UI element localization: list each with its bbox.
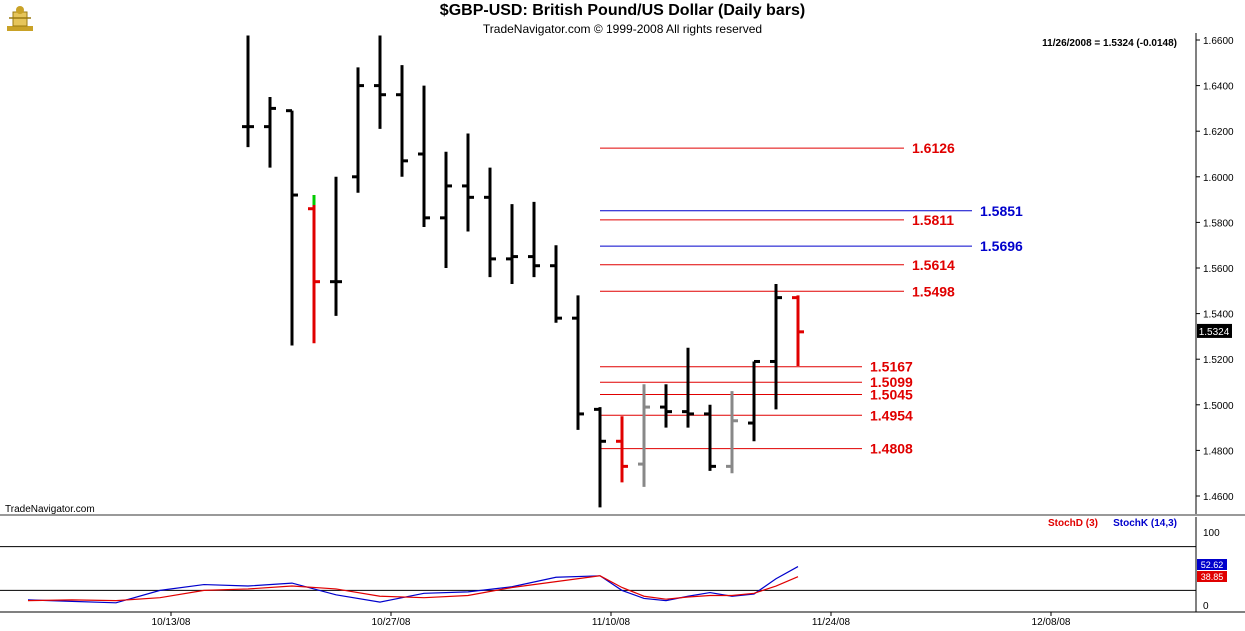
ohlc-bar xyxy=(462,133,474,232)
ohlc-bar xyxy=(286,109,298,346)
ohlc-bar xyxy=(528,201,540,278)
ohlc-bar xyxy=(594,407,606,508)
x-tick-label: 11/10/08 xyxy=(592,617,631,628)
ohlc-bar xyxy=(704,404,716,471)
stoch-tick-label: 0 xyxy=(1203,601,1209,612)
stoch-tick-label: 100 xyxy=(1203,528,1220,539)
ohlc-bar xyxy=(440,151,452,268)
level-label-1.5045: 1.5045 xyxy=(870,387,913,403)
price-tick-label: 1.5800 xyxy=(1203,218,1234,229)
ohlc-bar xyxy=(726,391,738,474)
level-label-1.5167: 1.5167 xyxy=(870,359,913,375)
level-label-1.5614: 1.5614 xyxy=(912,257,955,273)
ohlc-bar xyxy=(330,176,342,316)
price-tick-label: 1.4800 xyxy=(1203,446,1234,457)
price-tick-label: 1.4600 xyxy=(1203,492,1234,503)
chart-subtitle: TradeNavigator.com © 1999-2008 All right… xyxy=(482,22,763,36)
ohlc-bar xyxy=(484,167,496,278)
level-label-1.5696: 1.5696 xyxy=(980,238,1023,254)
series-line-stoch-k xyxy=(27,566,799,604)
price-tick-label: 1.6200 xyxy=(1203,127,1234,138)
price-tick-label: 1.5200 xyxy=(1203,355,1234,366)
ohlc-bar xyxy=(242,35,254,148)
legend-stoch-d: StochD (3) xyxy=(1048,518,1098,529)
price-tick-label: 1.6400 xyxy=(1203,82,1234,93)
time-x-axis: 10/13/08 10/27/08 11/10/08 11/24/08 12/08/08 xyxy=(152,612,1071,628)
ohlc-bar xyxy=(616,416,628,483)
watermark: TradeNavigator.com xyxy=(5,504,95,515)
trade-navigator-logo xyxy=(7,6,33,31)
price-tick-label: 1.5000 xyxy=(1203,401,1234,412)
ohlc-bar xyxy=(374,35,386,129)
level-lines: 1.6126 1.5851 1.5811 1.5696 1.5614 1.5498 1.51… xyxy=(600,140,1023,457)
ohlc-bar xyxy=(550,245,562,323)
level-label-1.5811: 1.5811 xyxy=(912,212,954,228)
ohlc-bar xyxy=(308,195,320,344)
level-label-1.5099: 1.5099 xyxy=(870,374,913,390)
ohlc-bar xyxy=(792,295,804,367)
series-line-stoch-d xyxy=(27,575,799,602)
price-tick-label: 1.6600 xyxy=(1203,36,1234,47)
ohlc-bar xyxy=(506,204,518,284)
price-bars xyxy=(242,35,804,508)
stoch-y-axis: 100 0 xyxy=(1203,528,1220,612)
stoch-value-tags: 52.62 38.85 xyxy=(1197,559,1227,582)
level-label-1.5851: 1.5851 xyxy=(980,203,1023,219)
price-tick-label: 1.5600 xyxy=(1203,264,1234,275)
level-label-1.6126: 1.6126 xyxy=(912,140,955,156)
price-y-axis: 1.6600 1.6400 1.6200 1.6000 1.5800 1.5600 1.54… xyxy=(1196,36,1234,503)
ohlc-bar xyxy=(572,295,584,430)
chart-title: $GBP-USD: British Pound/US Dollar (Daily… xyxy=(439,2,806,19)
x-tick-label: 10/13/08 xyxy=(152,617,191,628)
ohlc-bar xyxy=(418,85,430,227)
stoch-legend: StochD (3) StochK (14,3) xyxy=(1048,518,1177,529)
current-price-label: 1.5324 xyxy=(1199,327,1230,338)
x-tick-label: 10/27/08 xyxy=(372,617,411,628)
ohlc-bar xyxy=(396,65,408,177)
ohlc-bar xyxy=(748,359,760,442)
ohlc-bar xyxy=(682,347,694,428)
stoch-reference-lines xyxy=(0,546,1196,591)
level-label-1.4954: 1.4954 xyxy=(870,407,913,423)
ohlc-bar xyxy=(660,384,672,428)
ohlc-bar xyxy=(770,283,782,410)
stoch-d-value: 38.85 xyxy=(1201,572,1224,582)
legend-stoch-k: StochK (14,3) xyxy=(1113,518,1177,529)
price-tick-label: 1.6000 xyxy=(1203,173,1234,184)
current-price-tag: 1.5324 xyxy=(1197,323,1232,338)
stoch-k-value: 52.62 xyxy=(1201,560,1224,570)
x-tick-label: 11/24/08 xyxy=(812,617,851,628)
x-tick-label: 12/08/08 xyxy=(1032,617,1071,628)
stoch-lines xyxy=(27,566,799,604)
ohlc-bar xyxy=(264,97,276,168)
last-price-readout: 11/26/2008 = 1.5324 (-0.0148) xyxy=(1042,38,1177,49)
ohlc-bar xyxy=(638,384,650,487)
ohlc-bar xyxy=(352,67,364,193)
level-label-1.5498: 1.5498 xyxy=(912,283,955,299)
price-tick-label: 1.5400 xyxy=(1203,310,1234,321)
level-label-1.4808: 1.4808 xyxy=(870,441,913,457)
